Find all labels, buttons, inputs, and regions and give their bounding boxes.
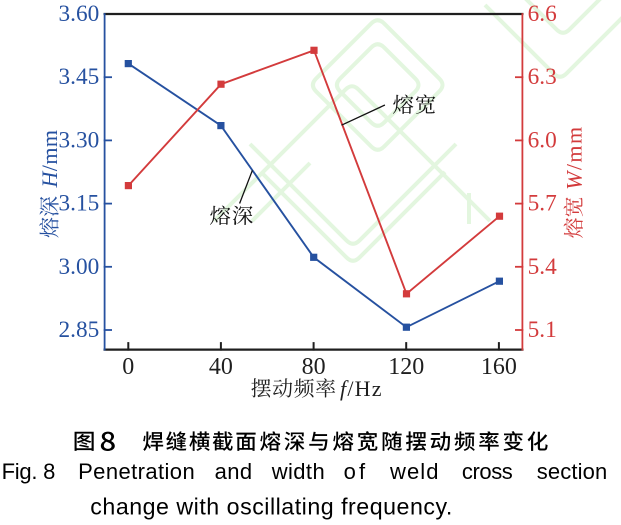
svg-text:6.0: 6.0 bbox=[528, 127, 557, 153]
svg-text:3.60: 3.60 bbox=[59, 1, 100, 27]
svg-text:Penetration: Penetration bbox=[78, 459, 195, 484]
svg-text:f/Hz: f/Hz bbox=[340, 376, 382, 401]
svg-text:W/mm: W/mm bbox=[561, 127, 586, 190]
svg-text:0: 0 bbox=[122, 354, 134, 380]
svg-text:3.00: 3.00 bbox=[59, 254, 100, 280]
svg-text:2.85: 2.85 bbox=[59, 317, 100, 343]
svg-text:weld: weld bbox=[389, 459, 439, 484]
svg-text:5.4: 5.4 bbox=[528, 254, 557, 280]
svg-text:of: of bbox=[344, 459, 366, 484]
svg-text:160: 160 bbox=[481, 354, 517, 380]
svg-text:3.45: 3.45 bbox=[59, 64, 100, 90]
svg-text:40: 40 bbox=[209, 354, 233, 380]
svg-text:3.30: 3.30 bbox=[59, 127, 100, 153]
svg-text:cross: cross bbox=[462, 459, 513, 484]
svg-text:6.3: 6.3 bbox=[528, 64, 557, 90]
svg-text:5.1: 5.1 bbox=[528, 317, 557, 343]
svg-text:120: 120 bbox=[388, 354, 424, 380]
svg-text:width: width bbox=[271, 459, 325, 484]
svg-text:H/mm: H/mm bbox=[37, 130, 62, 189]
svg-text:change with oscillating freque: change with oscillating frequency. bbox=[90, 494, 452, 520]
svg-text:section: section bbox=[537, 459, 608, 484]
svg-text:and: and bbox=[215, 459, 253, 484]
svg-text:80: 80 bbox=[302, 354, 326, 380]
svg-text:Fig. 8: Fig. 8 bbox=[2, 459, 56, 484]
svg-text:5.7: 5.7 bbox=[528, 191, 557, 217]
svg-text:3.15: 3.15 bbox=[59, 191, 100, 217]
svg-text:6.6: 6.6 bbox=[528, 1, 557, 27]
